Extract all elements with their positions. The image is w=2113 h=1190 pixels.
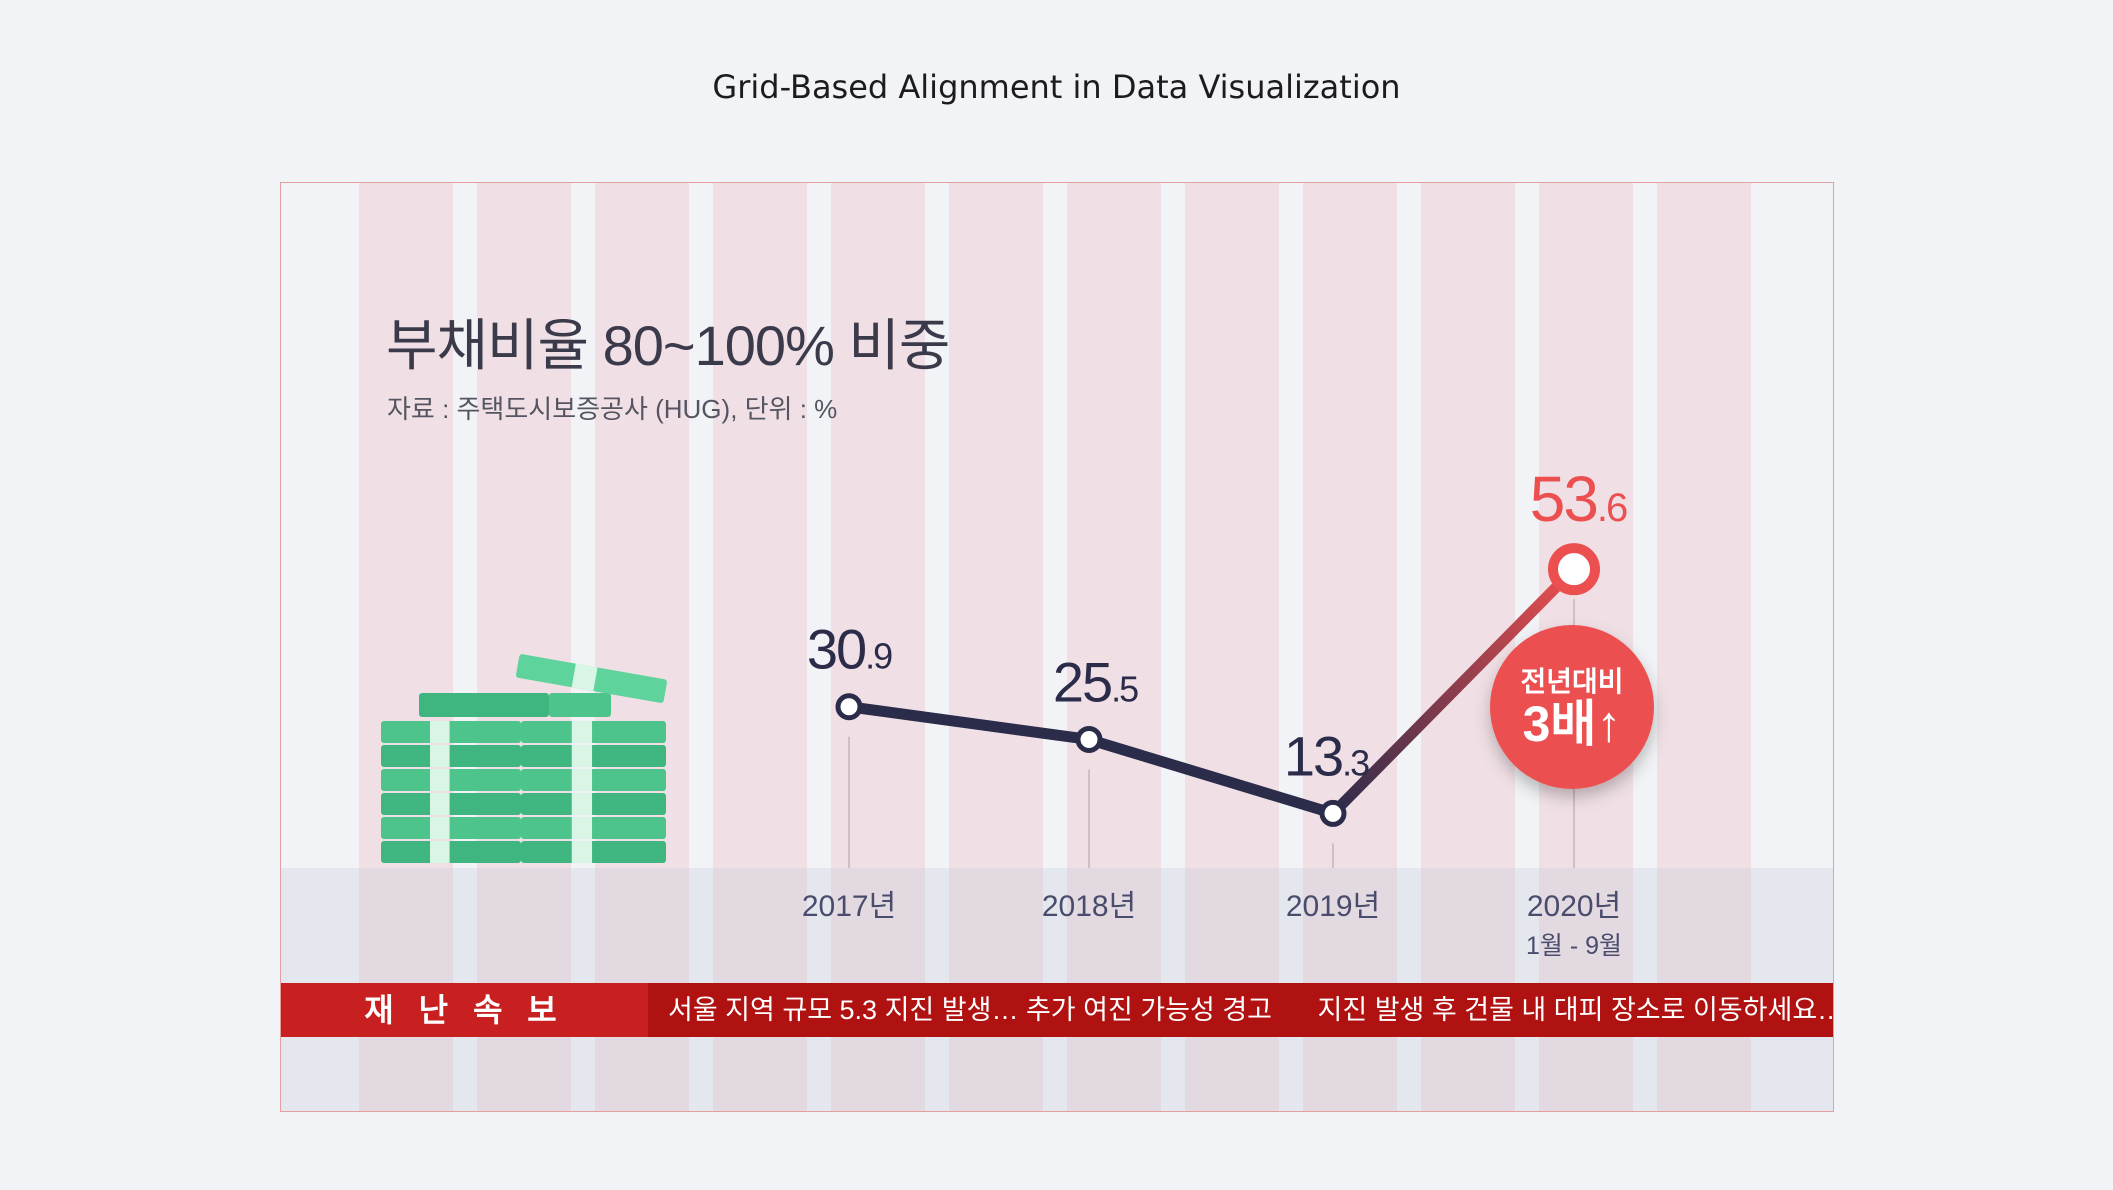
series-line-segment <box>843 701 1095 745</box>
yoy-badge <box>1490 625 1654 789</box>
chart-frame: 부채비율 80~100% 비중 자료 : 주택도시보증공사 (HUG), 단위 … <box>280 182 1834 1112</box>
x-tick-sublabel: 1월 - 9월 <box>1526 932 1622 960</box>
grid-column <box>1657 183 1751 1111</box>
grid-column <box>949 183 1043 1111</box>
data-point <box>835 693 863 721</box>
breaking-news-ticker: 재 난 속 보 서울 지역 규모 5.3 지진 발생… 추가 여진 가능성 경고… <box>281 983 1833 1037</box>
data-point <box>1548 543 1600 596</box>
chart-title: 부채비율 80~100% 비중 <box>386 314 950 377</box>
data-point <box>1319 799 1347 827</box>
grid-column <box>1067 183 1161 1111</box>
value-label: 30.9 <box>807 618 892 681</box>
chart-subtitle: 자료 : 주택도시보증공사 (HUG), 단위 : % <box>387 394 838 424</box>
grid-column <box>1303 183 1397 1111</box>
ticker-label: 재 난 속 보 <box>281 983 648 1037</box>
grid-column <box>713 183 807 1111</box>
ticker-text: 서울 지역 규모 5.3 지진 발생… 추가 여진 가능성 경고 지진 발생 후… <box>668 983 1834 1037</box>
badge-line2: 3배↑ <box>1523 696 1622 752</box>
grid-column <box>831 183 925 1111</box>
ticker-item: 서울 지역 규모 5.3 지진 발생… 추가 여진 가능성 경고 <box>668 995 1273 1025</box>
layout-grid-columns <box>281 183 1833 1111</box>
grid-column <box>595 183 689 1111</box>
badge-circle <box>1490 625 1654 789</box>
money-stack-icon <box>381 654 667 863</box>
grid-column <box>359 183 453 1111</box>
series-line-segment <box>1083 733 1339 819</box>
value-label: 53.6 <box>1530 463 1627 535</box>
ticker-item: 지진 발생 후 건물 내 대피 장소로 이동하세요… <box>1317 995 1834 1025</box>
x-tick-label: 2018년 <box>1042 890 1136 923</box>
grid-column <box>1185 183 1279 1111</box>
badge-line1: 전년대비 <box>1520 666 1623 697</box>
grid-column <box>477 183 571 1111</box>
x-tick-label: 2020년 <box>1527 890 1621 923</box>
value-label: 13.3 <box>1284 724 1369 787</box>
x-tick-label: 2017년 <box>802 890 896 923</box>
value-label: 25.5 <box>1053 650 1138 713</box>
x-tick-label: 2019년 <box>1286 890 1380 923</box>
page-title: Grid-Based Alignment in Data Visualizati… <box>712 68 1401 106</box>
data-point <box>1075 725 1103 753</box>
series-line-segment <box>1327 563 1580 819</box>
line-chart: 30.9 25.5 13.3 53.6 2017년 2018년 2019년 2020년 1월 … <box>381 463 1654 960</box>
